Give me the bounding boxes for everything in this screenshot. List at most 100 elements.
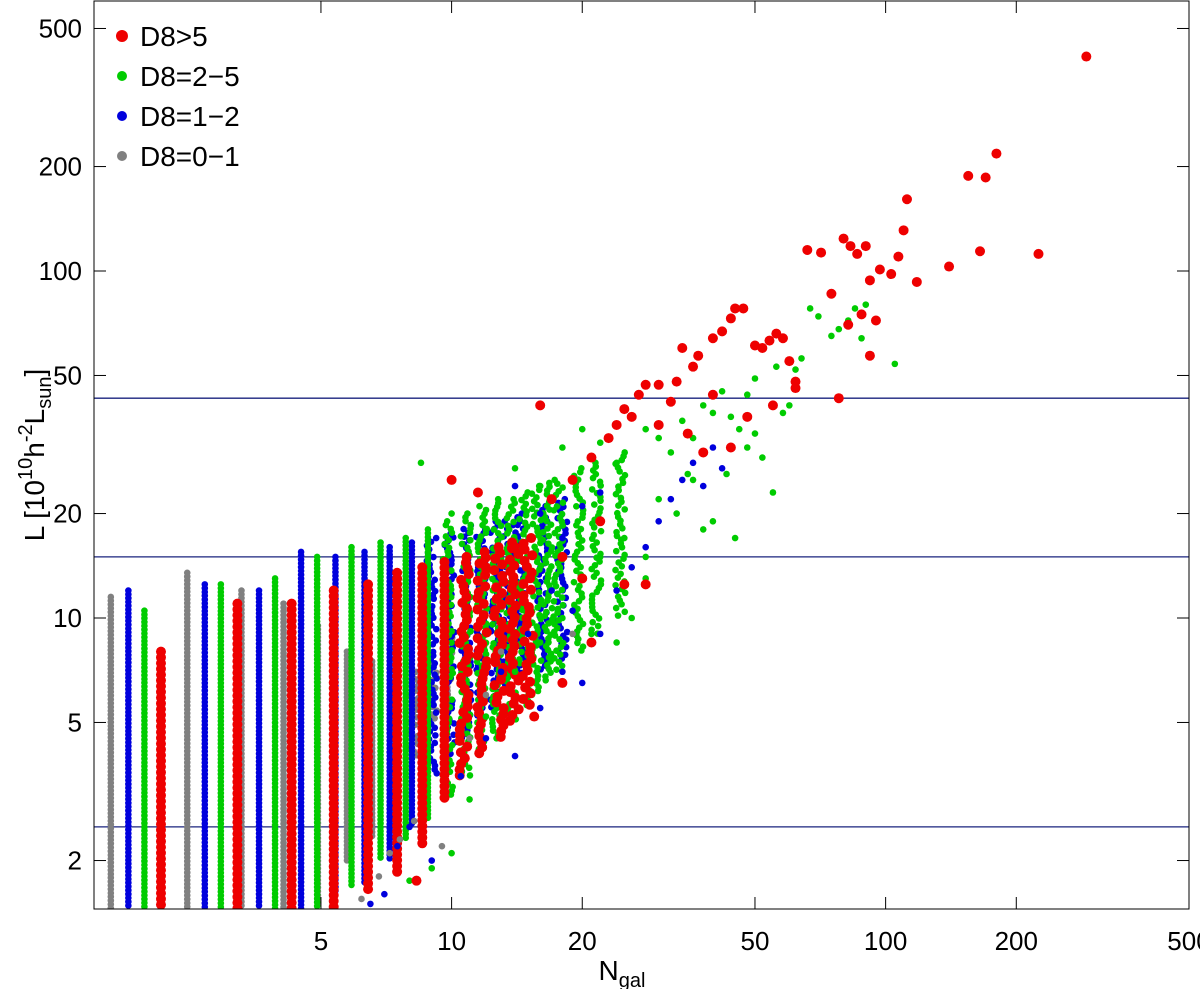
data-point <box>843 319 854 330</box>
data-point <box>430 553 437 561</box>
data-point <box>596 489 604 496</box>
data-point <box>573 502 580 510</box>
scatter-D8>5 <box>411 51 1092 886</box>
data-point <box>612 566 619 574</box>
data-point <box>911 276 922 287</box>
data-point <box>432 625 440 633</box>
data-point <box>576 468 584 476</box>
data-point <box>613 639 620 646</box>
data-point <box>348 881 355 889</box>
data-point <box>534 581 542 589</box>
data-point <box>589 618 596 626</box>
legend-label: D8>5 <box>140 21 208 52</box>
data-point <box>490 657 501 668</box>
data-point <box>682 428 693 439</box>
data-point <box>527 550 538 561</box>
data-point <box>864 275 875 286</box>
data-point <box>155 899 166 909</box>
data-point <box>432 732 439 739</box>
data-point <box>280 903 287 909</box>
data-point <box>537 657 545 664</box>
data-point <box>519 636 530 647</box>
y-tick-label: 100 <box>39 256 82 286</box>
data-point <box>665 396 676 407</box>
x-tick-label: 50 <box>741 926 770 956</box>
data-point <box>594 622 602 630</box>
data-point <box>742 411 753 422</box>
data-point <box>655 434 662 442</box>
data-point <box>577 573 588 584</box>
data-point <box>559 444 566 451</box>
y-tick-label: 200 <box>39 152 82 182</box>
data-point <box>480 562 491 573</box>
data-point <box>802 244 813 255</box>
data-point <box>779 409 787 417</box>
data-point <box>447 593 455 601</box>
data-point <box>684 470 692 478</box>
data-point <box>578 425 586 433</box>
data-point <box>513 704 524 715</box>
data-point <box>640 379 651 390</box>
data-point <box>980 172 991 183</box>
data-point <box>558 662 566 670</box>
data-point <box>718 388 726 395</box>
data-point <box>534 501 541 509</box>
data-point <box>545 532 553 540</box>
data-point <box>642 425 649 433</box>
data-point <box>541 612 549 620</box>
data-point <box>510 542 521 553</box>
legend-marker <box>117 151 127 161</box>
data-point <box>498 576 509 587</box>
data-point <box>874 264 885 275</box>
data-point <box>618 600 625 608</box>
data-point <box>707 389 718 400</box>
data-point <box>689 459 697 467</box>
data-point <box>394 842 401 850</box>
data-point <box>489 611 500 622</box>
data-point <box>618 562 626 570</box>
data-point <box>482 735 490 742</box>
data-point <box>466 772 474 779</box>
data-point <box>232 903 243 909</box>
data-point <box>626 411 637 422</box>
data-point <box>578 502 586 510</box>
x-tick-label: 20 <box>568 926 597 956</box>
data-point <box>759 454 766 461</box>
scatter-D8=1−2 <box>367 444 726 908</box>
data-point <box>777 333 788 344</box>
data-point <box>551 632 559 639</box>
data-point <box>548 604 556 612</box>
data-point <box>430 701 437 709</box>
data-point <box>577 563 584 571</box>
data-point <box>621 608 629 616</box>
data-point <box>858 334 865 342</box>
data-point <box>558 594 566 601</box>
data-point <box>619 579 630 590</box>
data-point <box>183 903 191 909</box>
x-tick-label: 5 <box>314 926 328 956</box>
legend-label: D8=0−1 <box>140 141 240 172</box>
data-point <box>313 902 321 909</box>
data-point <box>255 902 263 909</box>
data-point <box>621 589 629 597</box>
data-point <box>671 376 682 387</box>
data-point <box>556 651 564 658</box>
data-point <box>542 559 550 566</box>
data-point <box>480 581 491 592</box>
data-point <box>838 233 849 244</box>
y-tick-label: 50 <box>53 360 82 390</box>
data-point <box>612 490 620 498</box>
data-point <box>569 607 576 614</box>
data-point <box>518 648 525 656</box>
data-point <box>553 666 560 673</box>
data-point <box>489 621 496 628</box>
y-tick-label: 2 <box>68 846 82 876</box>
data-point <box>544 525 551 532</box>
data-point <box>504 530 511 537</box>
data-point <box>618 456 626 464</box>
data-point <box>596 630 604 638</box>
data-point <box>597 527 605 535</box>
data-point <box>556 567 564 575</box>
data-point <box>655 495 662 503</box>
data-point <box>642 553 649 561</box>
